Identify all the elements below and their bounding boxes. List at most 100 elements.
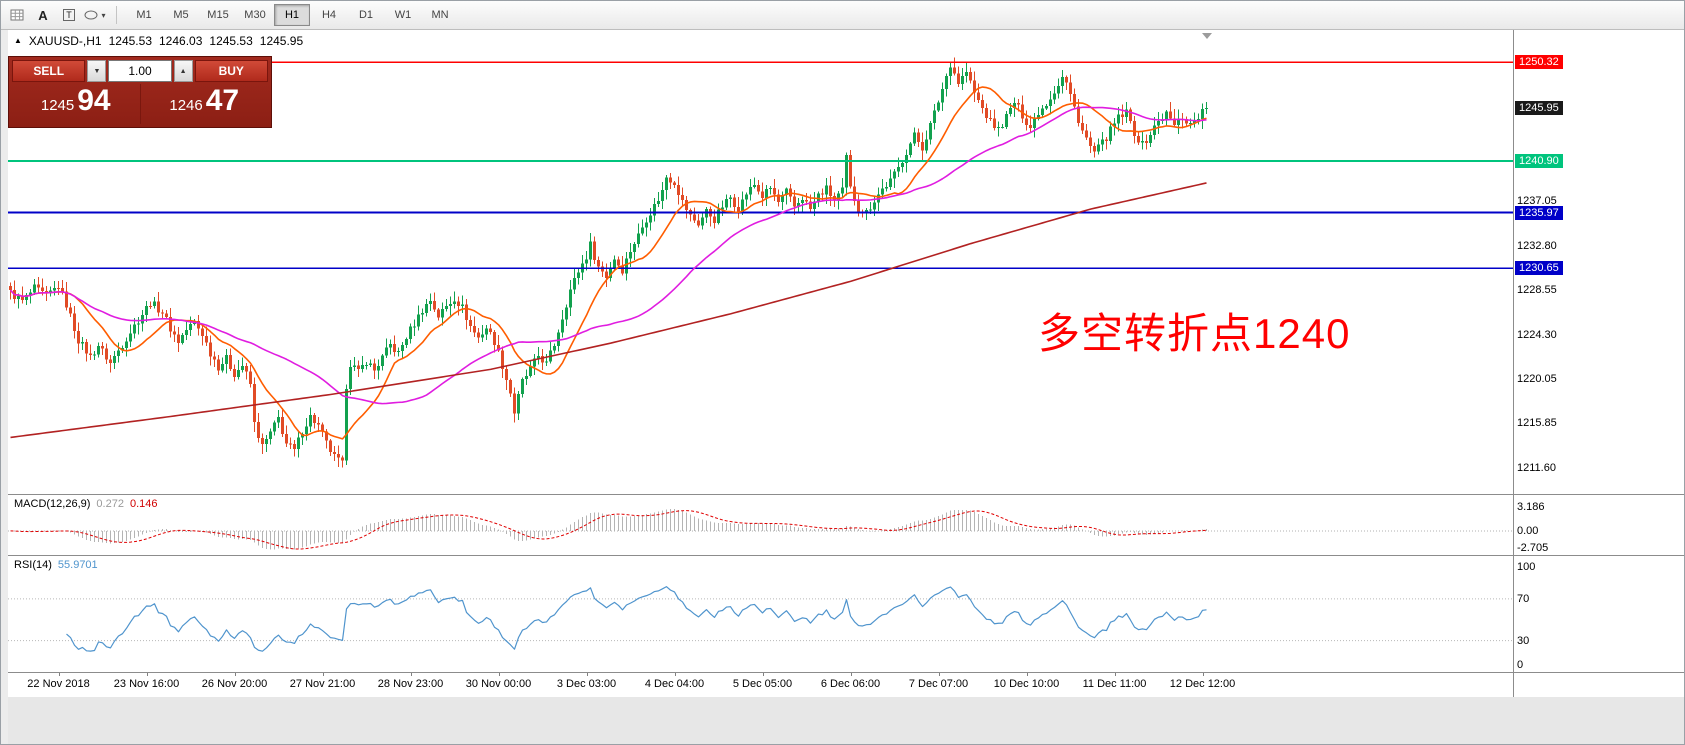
axis-label: -2.705 — [1517, 542, 1549, 554]
text-tool-glyph: A — [38, 7, 48, 23]
ohlc-low: 1245.53 — [209, 34, 253, 48]
timeframe-button-H1[interactable]: H1 — [274, 4, 310, 26]
insert-text-icon[interactable]: A — [31, 4, 55, 26]
time-axis[interactable]: 22 Nov 2018 23 Nov 16:00 26 Nov 20:00 27 No… — [8, 673, 1514, 697]
macd-name: MACD(12,26,9) — [14, 498, 91, 510]
macd-indicator-area[interactable]: MACD(12,26,9) 0.272 0.146 — [8, 495, 1514, 555]
price-axis[interactable]: 1237.05 1232.80 1228.55 1224.30 1220.05 1215.… — [1514, 30, 1684, 494]
lot-size-input[interactable] — [108, 60, 172, 82]
lot-increase-button[interactable]: ▲ — [173, 60, 193, 82]
rsi-indicator-area[interactable]: RSI(14) 55.9701 — [8, 556, 1514, 672]
rsi-row: RSI(14) 55.9701 100 70 30 0 — [8, 555, 1684, 672]
one-click-trading-panel: SELL ▼ ▲ BUY 1245 94 1246 47 — [8, 56, 272, 128]
time-axis-tick — [850, 673, 852, 676]
symbol-period-label: XAUUSD-,H1 — [28, 34, 102, 48]
time-axis-label: 5 Dec 05:00 — [732, 678, 793, 690]
time-axis-tick — [674, 673, 676, 676]
price-axis-badge: 1245.95 — [1515, 101, 1563, 115]
time-axis-tick — [1202, 673, 1204, 676]
macd-svg — [8, 508, 1513, 550]
ohlc-close: 1245.95 — [259, 34, 304, 48]
axis-label: 1237.05 — [1517, 195, 1557, 207]
time-axis-label: 12 Dec 12:00 — [1169, 678, 1236, 690]
insert-label-icon[interactable]: T — [57, 4, 81, 26]
axis-label: 1215.85 — [1517, 417, 1557, 429]
time-axis-tick — [1114, 673, 1116, 676]
tick-grid-icon[interactable] — [5, 4, 29, 26]
time-axis-tick — [1026, 673, 1028, 676]
price-chart-area[interactable]: ▲ XAUUSD-,H1 1245.53 1246.03 1245.53 124… — [8, 30, 1514, 494]
toolbar-separator — [116, 6, 117, 24]
time-axis-tick — [762, 673, 764, 676]
time-axis-label: 27 Nov 21:00 — [289, 678, 356, 690]
time-axis-corner — [1514, 673, 1684, 697]
axis-label: 3.186 — [1517, 501, 1545, 513]
time-axis-tick — [498, 673, 500, 676]
axis-label: 1232.80 — [1517, 240, 1557, 252]
time-axis-tick — [146, 673, 148, 676]
buy-button[interactable]: BUY — [194, 60, 268, 82]
time-axis-tick — [410, 673, 412, 676]
macd-row: MACD(12,26,9) 0.272 0.146 3.186 0.00 -2.70… — [8, 494, 1684, 555]
timeframe-button-MN[interactable]: MN — [431, 9, 449, 21]
timeframe-button-M15[interactable]: M15 — [207, 9, 229, 21]
time-axis-label: 28 Nov 23:00 — [377, 678, 444, 690]
price-axis-badge: 1250.32 — [1515, 55, 1563, 69]
time-axis-tick — [586, 673, 588, 676]
rsi-name: RSI(14) — [14, 559, 52, 571]
macd-axis[interactable]: 3.186 0.00 -2.705 — [1514, 495, 1684, 555]
time-axis-label: 6 Dec 06:00 — [820, 678, 881, 690]
chart-window-body: ▲ XAUUSD-,H1 1245.53 1246.03 1245.53 124… — [1, 30, 1684, 744]
ellipse-glyph — [84, 10, 98, 20]
rsi-axis[interactable]: 100 70 30 0 — [1514, 556, 1684, 672]
symbol-marker-icon: ▲ — [14, 36, 22, 45]
time-axis-label: 3 Dec 03:00 — [556, 678, 617, 690]
axis-label: 1220.05 — [1517, 373, 1557, 385]
chevron-down-icon: ▾ — [101, 10, 106, 20]
price-axis-badge: 1235.97 — [1515, 206, 1563, 220]
sell-button[interactable]: SELL — [12, 60, 86, 82]
time-axis-tick — [58, 673, 60, 676]
time-axis-label: 30 Nov 00:00 — [465, 678, 532, 690]
timeframe-group: M1 M5 M15 M30 H1 H4 D1 W1 MN — [126, 4, 458, 26]
bid-price-big: 94 — [77, 84, 111, 117]
shapes-icon[interactable]: ▾ — [83, 4, 107, 26]
timeframe-button-M30[interactable]: M30 — [244, 9, 266, 21]
axis-label: 100 — [1517, 561, 1536, 573]
time-axis-label: 26 Nov 20:00 — [201, 678, 268, 690]
price-axis-badge: 1230.65 — [1515, 261, 1563, 275]
timeframe-button-W1[interactable]: W1 — [394, 9, 412, 21]
axis-label: 1228.55 — [1517, 284, 1557, 296]
window-background — [8, 697, 1684, 744]
time-axis-tick — [322, 673, 324, 676]
timeframe-button-H4[interactable]: H4 — [321, 9, 337, 21]
label-tool-glyph: T — [63, 9, 75, 21]
macd-main-value: 0.272 — [96, 498, 124, 510]
axis-label: 1211.60 — [1517, 462, 1556, 474]
axis-label: 0 — [1517, 659, 1524, 671]
main-chart-row: ▲ XAUUSD-,H1 1245.53 1246.03 1245.53 124… — [8, 30, 1684, 494]
macd-signal-value: 0.146 — [129, 498, 158, 510]
axis-label: 0.00 — [1517, 525, 1539, 537]
time-axis-label: 7 Dec 07:00 — [908, 678, 969, 690]
macd-label: MACD(12,26,9) 0.272 0.146 — [14, 498, 157, 510]
ohlc-high: 1246.03 — [159, 34, 203, 48]
rsi-value: 55.9701 — [57, 559, 98, 571]
lot-decrease-button[interactable]: ▼ — [87, 60, 107, 82]
chart-title: ▲ XAUUSD-,H1 1245.53 1246.03 1245.53 124… — [14, 34, 303, 48]
grid-glyph — [10, 9, 24, 21]
timeframe-button-M1[interactable]: M1 — [136, 9, 152, 21]
time-axis-label: 22 Nov 2018 — [27, 678, 90, 690]
axis-label: 1224.30 — [1517, 329, 1557, 341]
time-axis-label: 11 Dec 11:00 — [1082, 678, 1147, 690]
ohlc-open: 1245.53 — [108, 34, 152, 48]
timeframe-button-D1[interactable]: D1 — [358, 9, 374, 21]
bid-price: 1245 94 — [12, 84, 141, 124]
axis-label: 30 — [1517, 635, 1530, 647]
rsi-label: RSI(14) 55.9701 — [14, 559, 98, 571]
chart-text-annotation: 多空转折点1240 — [1038, 310, 1351, 357]
timeframe-button-M5[interactable]: M5 — [173, 9, 189, 21]
rsi-svg — [8, 586, 1513, 652]
bid-price-small: 1245 — [40, 97, 75, 114]
